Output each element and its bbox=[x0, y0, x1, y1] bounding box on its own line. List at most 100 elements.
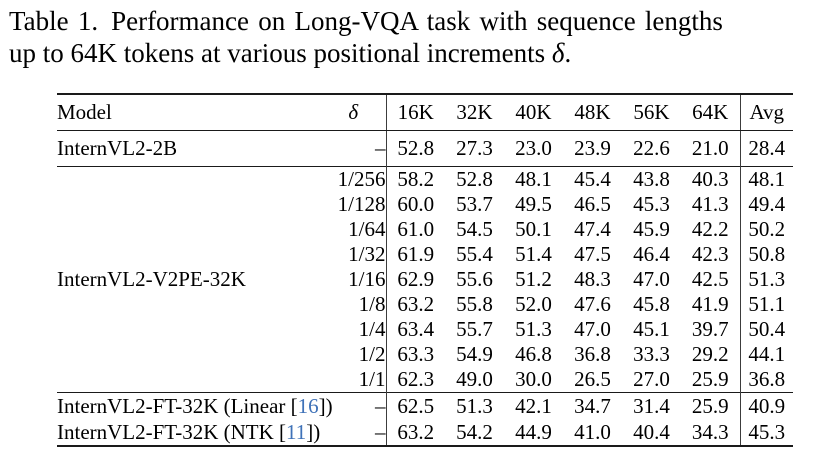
avg-cell: 49.4 bbox=[739, 192, 793, 217]
score-cell: 46.5 bbox=[574, 192, 611, 216]
score-cell: 44.9 bbox=[515, 419, 552, 444]
caption-text-2: up to 64K tokens at various positional i… bbox=[9, 38, 552, 68]
delta-cell: 1/128 bbox=[337, 192, 386, 216]
table-row: InternVL2-2B –52.8 27.3 23.0 23.9 22.6 21.0 28.… bbox=[57, 130, 793, 167]
caption-label: Table 1. bbox=[9, 6, 99, 36]
table-row: 1/2 63.3 54.9 46.8 36.8 33.3 29.2 44.1 bbox=[57, 342, 793, 367]
header-row: Model δ 16K 32K 40K 48K 56K 64K Avg bbox=[57, 94, 793, 131]
caption-period: . bbox=[564, 38, 572, 68]
score-cell: 63.4 bbox=[385, 317, 445, 342]
score-cell: 47.4 bbox=[574, 217, 611, 241]
delta-cell: 1/16 bbox=[348, 267, 386, 291]
avg-cell: 45.3 bbox=[739, 419, 793, 446]
table-row: 1/4 63.4 55.7 51.3 47.0 45.1 39.7 50.4 bbox=[57, 317, 793, 342]
results-table: Model δ 16K 32K 40K 48K 56K 64K Avg Inte… bbox=[57, 93, 793, 447]
score-cell: 58.2 bbox=[385, 166, 445, 192]
delta-cell: 1/256 bbox=[321, 166, 386, 192]
avg-cell: 50.2 bbox=[739, 217, 793, 242]
score-cell: 63.2 bbox=[385, 292, 445, 317]
delta-cell: – bbox=[375, 136, 386, 160]
score-cell: 46.8 bbox=[515, 342, 552, 366]
score-cell: 29.2 bbox=[691, 342, 729, 366]
score-cell: 55.4 bbox=[456, 242, 493, 266]
score-cell: 55.7 bbox=[456, 317, 493, 341]
score-cell: 41.0 bbox=[574, 419, 611, 444]
score-cell: 36.8 bbox=[574, 342, 611, 366]
score-cell: 53.7 bbox=[456, 192, 493, 216]
score-cell: 47.6 bbox=[574, 292, 611, 316]
column-header-40k: 40K bbox=[504, 94, 563, 131]
model-name: ]) bbox=[318, 393, 333, 418]
score-cell: 52.8 bbox=[445, 166, 504, 192]
delta-cell: 1/1 bbox=[358, 367, 386, 391]
model-name: InternVL2-FT-32K (Linear [ bbox=[57, 393, 298, 418]
score-cell: 42.3 bbox=[691, 242, 729, 266]
score-cell: 63.3 bbox=[385, 342, 445, 367]
score-cell: 46.4 bbox=[633, 242, 670, 266]
caption-delta-symbol: δ bbox=[551, 38, 565, 68]
score-cell: 55.6 bbox=[456, 267, 493, 291]
avg-cell: 48.1 bbox=[739, 166, 793, 192]
caption-line-1: Table 1. Performance on Long-VQA task wit… bbox=[9, 5, 808, 37]
model-name: InternVL2-V2PE-32K bbox=[57, 267, 246, 291]
delta-cell: 1/2 bbox=[358, 342, 386, 366]
table-row: 1/8 63.2 55.8 52.0 47.6 45.8 41.9 51.1 bbox=[57, 292, 793, 317]
score-cell: 23.0 bbox=[515, 136, 552, 160]
score-cell: 45.4 bbox=[563, 166, 622, 192]
column-header-16k: 16K bbox=[385, 94, 445, 131]
score-cell: 42.2 bbox=[691, 217, 729, 241]
table-row: InternVL2-FT-32K (Linear [16]) –62.5 51.3 4… bbox=[57, 392, 793, 419]
model-cell: InternVL2-FT-32K (NTK [11]) bbox=[57, 419, 321, 446]
table-row: 1/128 60.0 53.7 49.5 46.5 45.3 41.3 49.4 bbox=[57, 192, 793, 217]
score-cell: 45.9 bbox=[633, 217, 670, 241]
score-cell: 54.2 bbox=[456, 419, 493, 444]
score-cell: 30.0 bbox=[515, 367, 552, 391]
score-cell: 52.0 bbox=[515, 292, 552, 316]
score-cell: 63.2 bbox=[385, 419, 445, 446]
score-cell: 51.4 bbox=[515, 242, 552, 266]
score-cell: 42.1 bbox=[504, 392, 563, 419]
model-name: InternVL2-2B bbox=[57, 136, 178, 160]
score-cell: 39.7 bbox=[691, 317, 729, 341]
table-row: 1/64 61.0 54.5 50.1 47.4 45.9 42.2 50.2 bbox=[57, 217, 793, 242]
model-name: ]) bbox=[306, 419, 321, 444]
score-cell: 45.1 bbox=[633, 317, 670, 341]
citation-link[interactable]: 11 bbox=[286, 419, 307, 444]
table-row: InternVL2-FT-32K (NTK [11]) –63.2 54.2 44.9… bbox=[57, 419, 793, 446]
score-cell: 49.5 bbox=[515, 192, 552, 216]
score-cell: 54.9 bbox=[456, 342, 493, 366]
avg-cell: 44.1 bbox=[739, 342, 793, 367]
score-cell: 62.9 bbox=[385, 267, 445, 292]
score-cell: 45.8 bbox=[633, 292, 670, 316]
table-caption: Table 1. Performance on Long-VQA task wit… bbox=[0, 0, 816, 69]
model-cell: InternVL2-FT-32K (Linear [16]) bbox=[57, 392, 333, 419]
table-row: 1/16 62.9 55.6 51.2 48.3 47.0 42.5 51.3 bbox=[57, 267, 793, 292]
column-header-56k: 56K bbox=[622, 94, 681, 131]
score-cell: 47.0 bbox=[574, 317, 611, 341]
score-cell: 43.8 bbox=[622, 166, 681, 192]
score-cell: 40.4 bbox=[633, 419, 670, 444]
table-row: 1/1 62.3 49.0 30.0 26.5 27.0 25.9 36.8 bbox=[57, 367, 793, 393]
table-body: InternVL2-2B –52.8 27.3 23.0 23.9 22.6 21.0 28.… bbox=[57, 130, 793, 446]
score-cell: 22.6 bbox=[633, 136, 670, 160]
column-header-48k: 48K bbox=[563, 94, 622, 131]
score-cell: 62.3 bbox=[385, 367, 445, 393]
column-header-avg: Avg bbox=[739, 94, 793, 131]
caption-line-2: up to 64K tokens at various positional i… bbox=[9, 37, 808, 69]
avg-cell: 28.4 bbox=[739, 130, 793, 167]
score-cell: 33.3 bbox=[633, 342, 670, 366]
score-cell: 50.1 bbox=[515, 217, 552, 241]
score-cell: 25.9 bbox=[681, 392, 740, 419]
avg-cell: 50.4 bbox=[739, 317, 793, 342]
score-cell: 61.9 bbox=[385, 242, 445, 267]
score-cell: 41.9 bbox=[691, 292, 729, 316]
score-cell: 27.0 bbox=[633, 367, 670, 391]
citation-link[interactable]: 16 bbox=[297, 393, 319, 418]
table-row: 1/32 61.9 55.4 51.4 47.5 46.4 42.3 50.8 bbox=[57, 242, 793, 267]
score-cell: 62.5 bbox=[385, 392, 445, 419]
avg-cell: 51.1 bbox=[739, 292, 793, 317]
avg-cell: 50.8 bbox=[739, 242, 793, 267]
score-cell: 51.3 bbox=[445, 392, 504, 419]
score-cell: 34.3 bbox=[691, 419, 729, 444]
